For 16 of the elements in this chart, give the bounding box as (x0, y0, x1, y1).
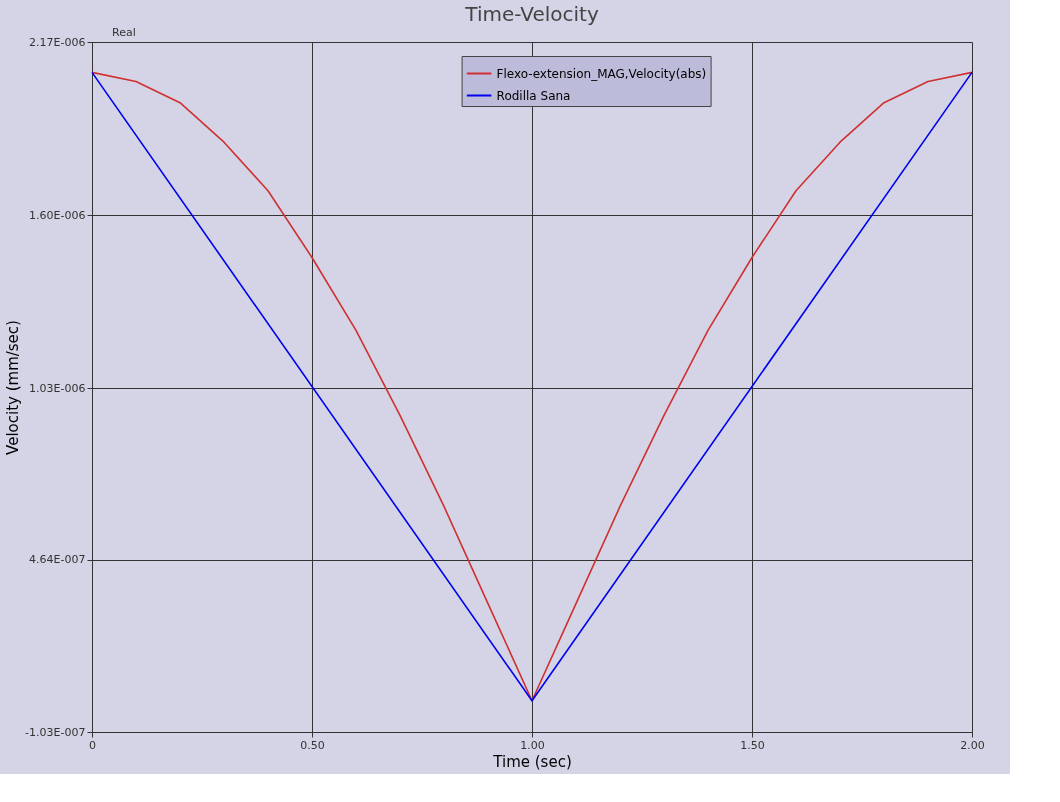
x-tick-label: 0.50 (300, 738, 325, 752)
y-tick-label: 1.60E-006 (29, 208, 86, 222)
y-tick-label: -1.03E-007 (25, 725, 86, 739)
legend-label: Rodilla Sana (496, 88, 571, 103)
x-tick-label: 1.00 (520, 738, 545, 752)
y-tick-label: 1.03E-006 (29, 381, 86, 395)
x-tick-label: 0 (89, 738, 96, 752)
y-tick-label: 2.17E-006 (29, 35, 86, 49)
y-tick-label: 4.64E-007 (29, 553, 86, 567)
x-tick-label: 1.50 (740, 738, 765, 752)
legend-label: Flexo-extension_MAG,Velocity(abs) (496, 66, 707, 81)
x-axis-title: Time (sec) (492, 752, 572, 771)
y-axis-title: Velocity (mm/sec) (4, 320, 23, 455)
text: Real (112, 26, 136, 39)
chart-title: Time-Velocity (464, 2, 599, 26)
x-tick-label: 2.00 (960, 738, 985, 752)
